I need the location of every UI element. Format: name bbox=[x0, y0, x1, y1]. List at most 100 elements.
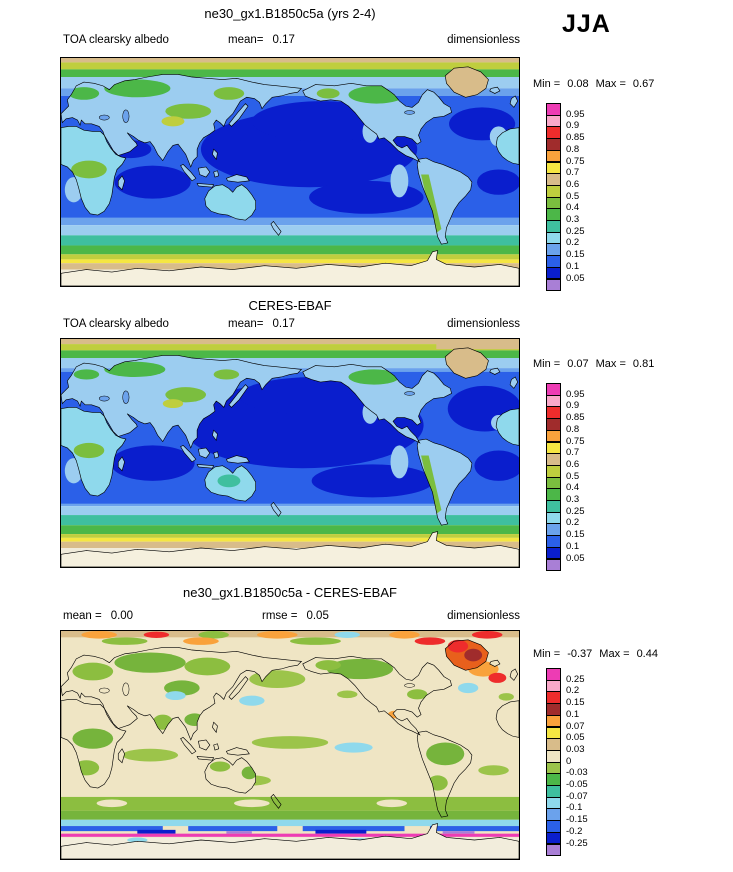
colorbar-tick-label: 0.6 bbox=[566, 178, 580, 190]
great-lakes bbox=[404, 683, 415, 688]
rmse-value: 0.05 bbox=[306, 610, 329, 622]
obs-map-frame bbox=[60, 338, 520, 568]
antarctic-edge-positive-line bbox=[61, 833, 519, 837]
colorbar-tick-label: 0.8 bbox=[566, 143, 580, 155]
colorbar-tick-label: 0.25 bbox=[566, 225, 585, 237]
black-sea bbox=[98, 114, 110, 121]
diff-map-frame bbox=[60, 630, 520, 860]
max-value: 0.81 bbox=[632, 358, 655, 370]
mean-value: 0.17 bbox=[272, 318, 295, 330]
colorbar-tick-label: 0.9 bbox=[566, 400, 580, 412]
albedo-colorbar-obs: 0.95 0.9 0.85 0.8 0.75 0.7 0.6 0.5 0.4 0.3 0.25 0.2… bbox=[546, 383, 616, 573]
max-label: Max = bbox=[595, 78, 626, 90]
great-lakes bbox=[404, 391, 415, 396]
colorbar-tick-label: 0.75 bbox=[566, 435, 585, 447]
panel-model: ne30_gx1.B1850c5a (yrs 2-4) TOA clearsky… bbox=[0, 0, 733, 292]
min-value: 0.07 bbox=[567, 358, 589, 370]
colorbar-tick-label: 0.6 bbox=[566, 458, 580, 470]
caspian-sea bbox=[122, 682, 130, 696]
arctic-difference-patches bbox=[61, 631, 519, 645]
colorbar-tick-label: -0.07 bbox=[566, 790, 588, 802]
units-label: dimensionless bbox=[447, 318, 520, 330]
variable-label: TOA clearsky albedo bbox=[63, 34, 169, 46]
colorbar-tick-label: 0.2 bbox=[566, 237, 580, 249]
minmax-row: Min = 0.07 Max = 0.81 bbox=[533, 358, 661, 370]
greenland-difference-patches bbox=[447, 639, 483, 662]
colorbar-tick-label: 0.05 bbox=[566, 552, 585, 564]
colorbar-tick-label: -0.15 bbox=[566, 814, 588, 826]
mean-label: mean = bbox=[63, 610, 102, 622]
obs-map bbox=[61, 339, 519, 567]
caspian-sea bbox=[122, 109, 130, 123]
great-lakes bbox=[404, 110, 415, 115]
colorbar-tick-label: 0.1 bbox=[566, 708, 580, 720]
colorbar-cell bbox=[546, 843, 561, 857]
mean-stat: mean= 0.17 bbox=[228, 318, 295, 330]
colorbar-tick-label: 0.1 bbox=[566, 260, 580, 272]
colorbar-tick-label: 0.05 bbox=[566, 272, 585, 284]
colorbar-tick-label: 0.9 bbox=[566, 120, 580, 132]
mean-label: mean= bbox=[228, 34, 264, 46]
minmax-row: Min = 0.08 Max = 0.67 bbox=[533, 78, 661, 90]
australia-difference-patches bbox=[209, 761, 256, 780]
andes-albedo-patch bbox=[421, 174, 442, 235]
africa-albedo-patches bbox=[73, 442, 105, 459]
mean-label: mean= bbox=[228, 318, 264, 330]
mean-value: 0.17 bbox=[272, 34, 295, 46]
andes-albedo-patch bbox=[421, 455, 442, 516]
model-map bbox=[61, 58, 519, 286]
colorbar-tick-label: 0.1 bbox=[566, 540, 580, 552]
namerica-difference-patches bbox=[315, 658, 428, 719]
units-label: dimensionless bbox=[447, 34, 520, 46]
eurasia-albedo-patches bbox=[68, 79, 245, 127]
colorbar-tick-label: 0.8 bbox=[566, 423, 580, 435]
colorbar-tick-label: 0.5 bbox=[566, 190, 580, 202]
colorbar-tick-label: 0.85 bbox=[566, 412, 585, 424]
colorbar-tick-label: 0.2 bbox=[566, 685, 580, 697]
minmax-row: Min = -0.37 Max = 0.44 bbox=[533, 648, 665, 660]
colorbar-tick-label: -0.03 bbox=[566, 767, 588, 779]
units-label: dimensionless bbox=[447, 610, 520, 622]
min-value: -0.37 bbox=[567, 648, 593, 660]
caspian-sea bbox=[122, 390, 130, 404]
max-label: Max = bbox=[599, 648, 630, 660]
colorbar-tick-label: -0.2 bbox=[566, 825, 583, 837]
colorbar-tick-label: -0.25 bbox=[566, 837, 588, 849]
panel-diff: ne30_gx1.B1850c5a - CERES-EBAF mean = 0.0… bbox=[0, 575, 733, 872]
diff-map bbox=[61, 631, 519, 859]
colorbar-tick-label: 0.15 bbox=[566, 529, 585, 541]
rmse-label: rmse = bbox=[262, 610, 298, 622]
model-map-frame bbox=[60, 57, 520, 287]
colorbar-tick-label: 0.3 bbox=[566, 494, 580, 505]
africa-albedo-patches bbox=[71, 160, 107, 179]
colorbar-tick-label: 0.95 bbox=[566, 108, 585, 120]
panel-title: ne30_gx1.B1850c5a - CERES-EBAF bbox=[183, 585, 397, 600]
colorbar-tick-label: -0.1 bbox=[566, 802, 583, 814]
colorbar-cell bbox=[546, 278, 561, 292]
min-label: Min = bbox=[533, 648, 561, 660]
colorbar-tick-label: 0.2 bbox=[566, 517, 580, 529]
colorbar-tick-label: 0.05 bbox=[566, 732, 585, 744]
colorbar-cell bbox=[546, 558, 561, 572]
season-label: JJA bbox=[562, 10, 611, 38]
colorbar-tick-label: 0.03 bbox=[566, 743, 585, 755]
black-sea bbox=[98, 395, 110, 402]
min-label: Min = bbox=[533, 358, 561, 370]
panel-title: ne30_gx1.B1850c5a (yrs 2-4) bbox=[204, 6, 376, 21]
colorbar-tick-label: 0.3 bbox=[566, 214, 580, 225]
colorbar-tick-label: 0 bbox=[566, 755, 572, 767]
colorbar-tick-label: -0.05 bbox=[566, 779, 588, 790]
colorbar-tick-label: 0.85 bbox=[566, 132, 585, 144]
eurasia-difference-patches bbox=[72, 652, 231, 730]
panel-title: CERES-EBAF bbox=[248, 298, 332, 313]
colorbar-tick-label: 0.15 bbox=[566, 697, 585, 709]
rmse-stat: rmse = 0.05 bbox=[262, 610, 329, 622]
namerica-albedo-patches bbox=[348, 369, 400, 385]
colorbar-tick-label: 0.95 bbox=[566, 388, 585, 400]
max-value: 0.44 bbox=[636, 648, 658, 660]
colorbar-tick-label: 0.07 bbox=[566, 720, 585, 732]
colorbar-tick-label: 0.4 bbox=[566, 482, 580, 494]
mean-stat: mean= 0.17 bbox=[228, 34, 295, 46]
australia-albedo-patches bbox=[217, 474, 241, 488]
